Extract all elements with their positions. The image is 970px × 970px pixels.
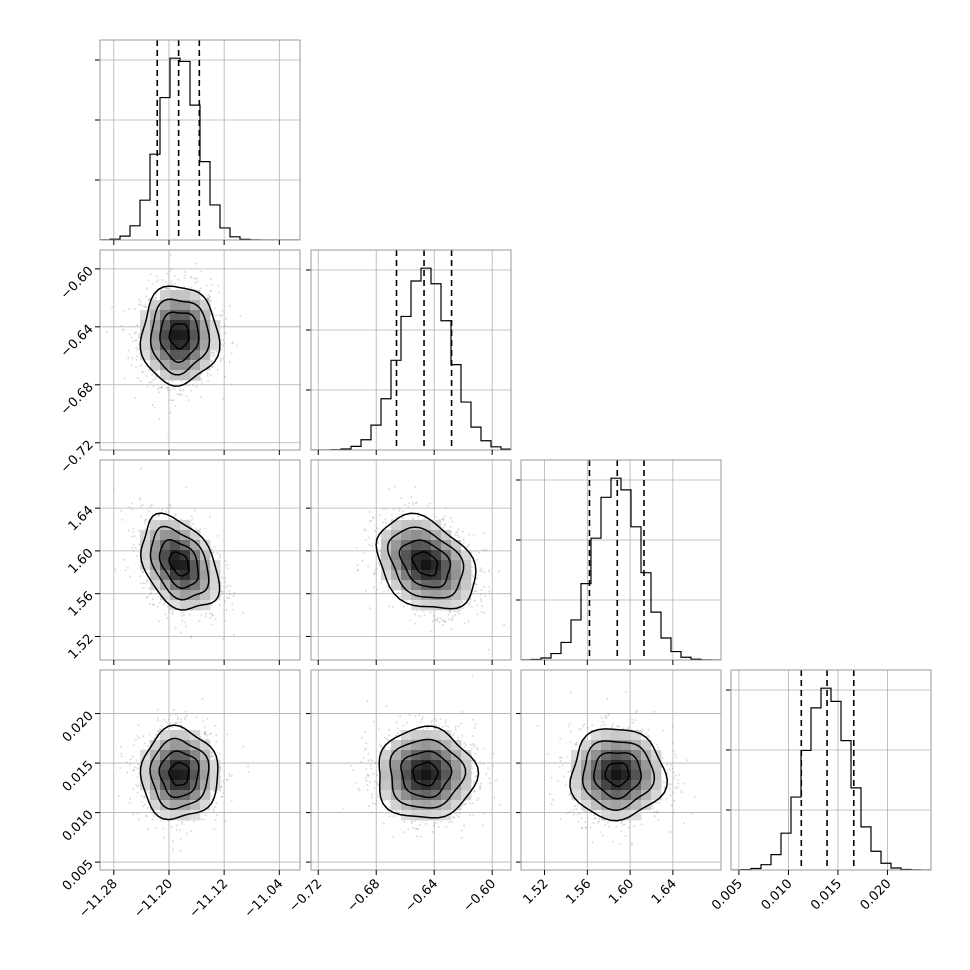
panel-3-1: −0.72 −0.68 −0.64 −0.60 [287,669,512,915]
panel-frame [99,39,301,241]
x-tick-label-3-1: 0.010 [759,876,796,913]
contour-3 [139,724,219,821]
y-tick-label-1-2: −0.64 [58,322,97,361]
histogram-2 [521,477,721,660]
panel-2-1 [306,459,512,665]
panel-frame [310,249,512,451]
panel-2-0: 1.52 1.56 1.60 1.64 [66,459,301,665]
y-tick-label-1-1: −0.68 [58,380,97,419]
y-tick-label-1-0: −0.72 [58,438,97,477]
panel-1-0: −0.72 −0.68 −0.64 −0.60 [58,249,301,477]
x-tick-label-2-3: 1.64 [649,876,680,907]
contour-3 [569,728,669,822]
x-tick-label-3-0: 0.005 [709,876,746,913]
panel-frame [99,669,301,871]
x-tick-label-1-3: −0.60 [460,876,499,915]
x-tick-label-1-1: −0.68 [345,876,384,915]
y-tick-label-3-1: 0.010 [60,808,97,845]
panel-frame [520,459,722,661]
x-tick-label-3-2: 0.015 [808,876,845,913]
contour-2 [149,525,210,601]
x-tick-label-2-1: 1.56 [563,876,594,907]
y-tick-label-2-3: 1.64 [66,503,97,534]
density-cells [571,730,662,821]
contour-0 [412,761,439,787]
contour-3 [139,512,221,611]
contour-1 [158,539,199,589]
panel-2-2 [516,459,722,665]
contour-2 [389,738,467,809]
panel-frame [520,669,722,871]
y-tick-label-2-2: 1.60 [66,546,97,577]
contour-3 [378,725,480,819]
x-tick-label-2-0: 1.52 [521,876,552,907]
contour-3 [139,285,221,387]
x-tick-label-0-3: −11.04 [242,876,287,921]
y-tick-label-3-0: 0.005 [60,857,97,894]
x-tick-label-1-2: −0.64 [402,876,441,915]
contour-0 [168,761,190,787]
panel-3-2: 1.52 1.56 1.60 1.64 [516,669,722,908]
contour-1 [593,751,642,800]
panel-0-0 [95,39,301,245]
contour-0 [168,551,190,577]
panel-1-1 [306,249,512,455]
panel-3-3: 0.005 0.010 0.015 0.020 [709,669,932,913]
panel-frame [730,669,932,871]
panel-3-0: 0.005 0.010 0.015 0.020 −11.28 −11.20 −11.12 −1… [60,669,301,921]
contour-3 [375,512,477,610]
y-tick-label-3-3: 0.020 [60,709,97,746]
x-tick-label-0-0: −11.28 [76,876,121,921]
contour-2 [581,740,656,812]
y-tick-label-2-1: 1.56 [66,589,97,620]
contour-0 [411,551,439,577]
x-tick-label-1-0: −0.72 [287,876,326,915]
x-tick-label-0-1: −11.20 [131,876,176,921]
y-tick-label-3-2: 0.015 [60,758,97,795]
contour-2 [386,526,465,599]
x-tick-label-3-3: 0.020 [858,876,895,913]
x-tick-label-2-2: 1.60 [606,876,637,907]
contour-2 [149,737,210,810]
y-tick-label-1-3: −0.60 [58,264,97,303]
contour-1 [159,311,200,364]
density-cells [140,730,221,821]
density-cells [140,290,221,381]
panel-frame [310,459,512,661]
contour-1 [158,750,200,799]
histogram-1 [311,267,511,450]
panel-frame [99,249,301,451]
panel-frame [310,669,512,871]
panel-frame [99,459,301,661]
y-tick-label-2-0: 1.52 [66,632,97,663]
x-tick-label-0-2: −11.12 [187,876,232,921]
contour-2 [149,298,211,376]
contour-1 [400,750,453,799]
histogram-3 [731,687,931,870]
contour-0 [168,323,190,350]
contour-1 [398,539,452,589]
contour-0 [604,762,630,787]
